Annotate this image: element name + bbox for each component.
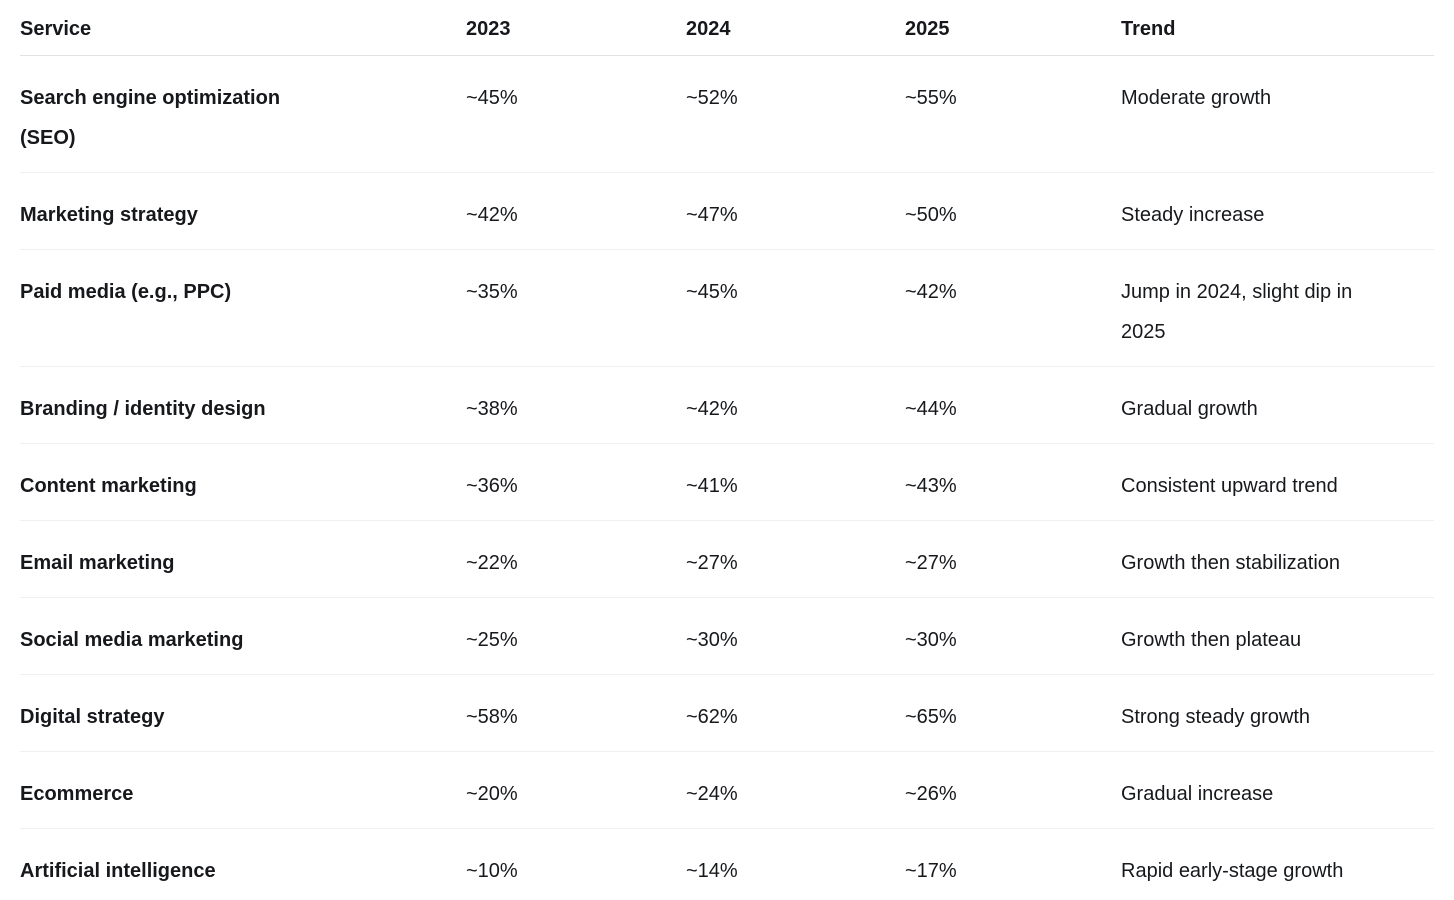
table-body: Search engine optimization (SEO) ~45% ~5… bbox=[20, 55, 1434, 900]
service-cell: Digital strategy bbox=[20, 674, 466, 752]
value-2025-cell: ~42% bbox=[905, 249, 1121, 367]
service-label: Branding / identity design bbox=[20, 398, 266, 420]
service-cell: Content marketing bbox=[20, 443, 466, 521]
trend-cell: Gradual growth bbox=[1121, 366, 1434, 444]
column-header-2025: 2025 bbox=[905, 0, 1121, 56]
table-row: Social media marketing ~25% ~30% ~30% Gr… bbox=[20, 597, 1434, 675]
trend-label: Rapid early-stage growth bbox=[1121, 860, 1344, 882]
value-2023-cell: ~58% bbox=[466, 674, 686, 752]
value-2023-cell: ~35% bbox=[466, 249, 686, 367]
service-label: Digital strategy bbox=[20, 706, 165, 728]
value-2025-cell: ~44% bbox=[905, 366, 1121, 444]
value-2024-cell: ~62% bbox=[686, 674, 905, 752]
trend-cell: Growth then stabilization bbox=[1121, 520, 1434, 598]
value-2024-cell: ~41% bbox=[686, 443, 905, 521]
table-row: Branding / identity design ~38% ~42% ~44… bbox=[20, 366, 1434, 444]
service-cell: Search engine optimization (SEO) bbox=[20, 55, 466, 173]
trend-cell: Consistent upward trend bbox=[1121, 443, 1434, 521]
column-header-trend: Trend bbox=[1121, 0, 1434, 56]
trend-cell: Steady increase bbox=[1121, 172, 1434, 250]
service-label: Search engine optimization (SEO) bbox=[20, 87, 281, 149]
column-header-2024: 2024 bbox=[686, 0, 905, 56]
value-2025-cell: ~43% bbox=[905, 443, 1121, 521]
trend-cell: Moderate growth bbox=[1121, 55, 1434, 173]
services-adoption-table: Service 2023 2024 2025 Trend Search engi… bbox=[20, 0, 1434, 900]
trend-cell: Rapid early-stage growth bbox=[1121, 829, 1434, 900]
table-row: Content marketing ~36% ~41% ~43% Consist… bbox=[20, 443, 1434, 521]
trend-label: Strong steady growth bbox=[1121, 706, 1310, 728]
trend-label: Gradual growth bbox=[1121, 398, 1258, 420]
service-cell: Marketing strategy bbox=[20, 172, 466, 250]
service-cell: Paid media (e.g., PPC) bbox=[20, 249, 466, 367]
value-2025-cell: ~30% bbox=[905, 597, 1121, 675]
table-row: Search engine optimization (SEO) ~45% ~5… bbox=[20, 55, 1434, 173]
value-2024-cell: ~52% bbox=[686, 55, 905, 173]
value-2024-cell: ~47% bbox=[686, 172, 905, 250]
value-2023-cell: ~42% bbox=[466, 172, 686, 250]
value-2023-cell: ~25% bbox=[466, 597, 686, 675]
service-cell: Email marketing bbox=[20, 520, 466, 598]
table-row: Marketing strategy ~42% ~47% ~50% Steady… bbox=[20, 172, 1434, 250]
trend-cell: Gradual increase bbox=[1121, 751, 1434, 829]
value-2023-cell: ~38% bbox=[466, 366, 686, 444]
value-2023-cell: ~10% bbox=[466, 860, 518, 882]
value-2025-cell: ~17% bbox=[905, 860, 957, 882]
value-2024-cell: ~42% bbox=[686, 366, 905, 444]
trend-label: Jump in 2024, slight dip in 2025 bbox=[1121, 281, 1353, 343]
table-row: Digital strategy ~58% ~62% ~65% Strong s… bbox=[20, 674, 1434, 752]
value-2024-cell: ~14% bbox=[686, 860, 738, 882]
value-2024-cell: ~30% bbox=[686, 597, 905, 675]
service-label: Social media marketing bbox=[20, 629, 244, 651]
table-header-row: Service 2023 2024 2025 Trend bbox=[20, 0, 1434, 56]
service-cell: Social media marketing bbox=[20, 597, 466, 675]
service-label: Artificial intelligence development / im… bbox=[20, 860, 216, 882]
service-label: Marketing strategy bbox=[20, 204, 198, 226]
value-2025-cell: ~65% bbox=[905, 674, 1121, 752]
trend-label: Consistent upward trend bbox=[1121, 475, 1338, 497]
service-label: Content marketing bbox=[20, 475, 197, 497]
trend-label: Steady increase bbox=[1121, 204, 1265, 226]
column-header-2023: 2023 bbox=[466, 0, 686, 56]
service-cell: Ecommerce bbox=[20, 751, 466, 829]
value-2024-cell: ~27% bbox=[686, 520, 905, 598]
column-header-service: Service bbox=[20, 0, 466, 56]
table-row: Artificial intelligence development / im… bbox=[20, 829, 1434, 900]
value-2023-cell: ~45% bbox=[466, 55, 686, 173]
service-label: Paid media (e.g., PPC) bbox=[20, 281, 232, 303]
service-cell: Artificial intelligence development / im… bbox=[20, 829, 466, 900]
trend-label: Gradual increase bbox=[1121, 783, 1274, 805]
service-label: Ecommerce bbox=[20, 783, 134, 805]
value-2025-cell: ~55% bbox=[905, 55, 1121, 173]
value-2025-cell: ~27% bbox=[905, 520, 1121, 598]
value-2023-cell: ~20% bbox=[466, 751, 686, 829]
trend-cell: Growth then plateau bbox=[1121, 597, 1434, 675]
value-2023-cell: ~22% bbox=[466, 520, 686, 598]
trend-label: Moderate growth bbox=[1121, 87, 1272, 109]
trend-label: Growth then stabilization bbox=[1121, 552, 1341, 574]
service-label: Email marketing bbox=[20, 552, 175, 574]
table-row: Email marketing ~22% ~27% ~27% Growth th… bbox=[20, 520, 1434, 598]
trend-label: Growth then plateau bbox=[1121, 629, 1302, 651]
table-row: Paid media (e.g., PPC) ~35% ~45% ~42% Ju… bbox=[20, 249, 1434, 367]
service-cell: Branding / identity design bbox=[20, 366, 466, 444]
value-2025-cell: ~50% bbox=[905, 172, 1121, 250]
trend-cell: Strong steady growth bbox=[1121, 674, 1434, 752]
value-2024-cell: ~24% bbox=[686, 751, 905, 829]
value-2025-cell: ~26% bbox=[905, 751, 1121, 829]
trend-cell: Jump in 2024, slight dip in 2025 bbox=[1121, 249, 1434, 367]
value-2024-cell: ~45% bbox=[686, 249, 905, 367]
value-2023-cell: ~36% bbox=[466, 443, 686, 521]
table-row: Ecommerce ~20% ~24% ~26% Gradual increas… bbox=[20, 751, 1434, 829]
